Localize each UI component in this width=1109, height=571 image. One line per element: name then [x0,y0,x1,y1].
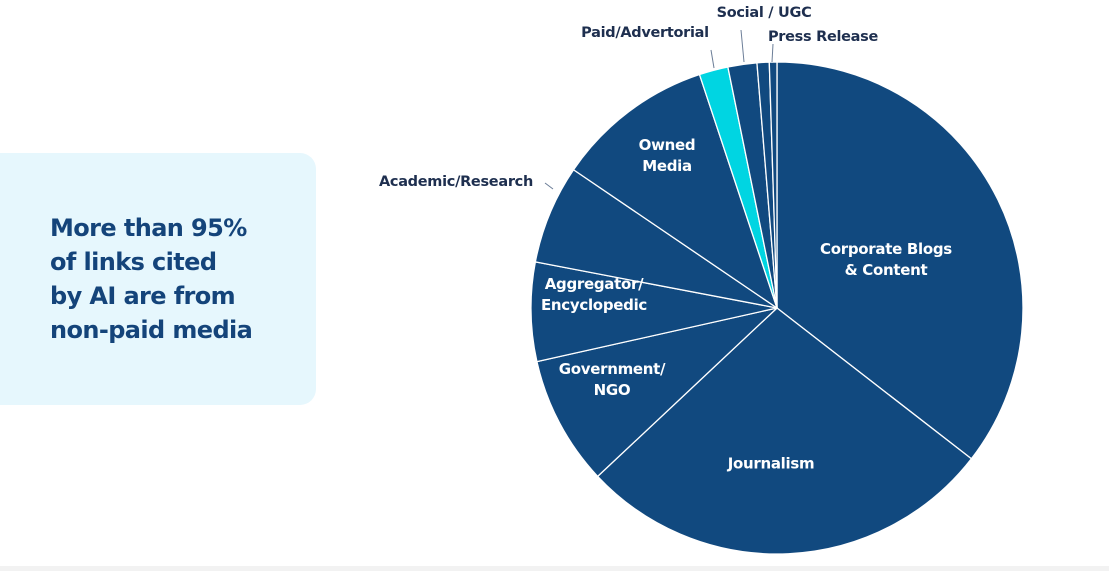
headline-line-4: non-paid media [50,316,253,344]
slice-label-academic-research: Academic/Research [379,174,533,190]
pie-slice-journalism [597,307,973,555]
pie-slice-government-ngo [536,307,778,478]
pie-slice-corporate-blogs-content [776,61,1024,460]
slice-label-social-ugc: Social / UGC [717,5,812,21]
leader-line-press-release [771,43,774,63]
leader-line-academic-research [544,182,554,190]
pie-slice-other [768,61,778,309]
slice-label-paid-advertorial: Paid/Advertorial [581,25,709,41]
pie-slice-owned-media [572,73,778,309]
headline-line-1: More than 95% [50,214,247,242]
headline-line-2: of links cited [50,248,217,276]
headline-callout [0,153,316,405]
slice-label-government-ngo: Government/NGO [559,360,666,399]
slice-label-aggregator-encyclopedic: Aggregator/Encyclopedic [541,275,647,314]
leader-line-social-ugc [740,29,745,63]
headline-line-3: by AI are from [50,282,236,310]
slice-label-corporate-blogs-content: Corporate Blogs & Content [820,240,952,279]
bottom-edge [0,566,1109,571]
slice-label-press-release: Press Release [768,29,879,45]
slice-label-journalism: Journalism [727,455,815,473]
slice-label-owned-media: Owned Media [639,136,696,175]
leader-line-paid-advertorial [710,49,715,69]
